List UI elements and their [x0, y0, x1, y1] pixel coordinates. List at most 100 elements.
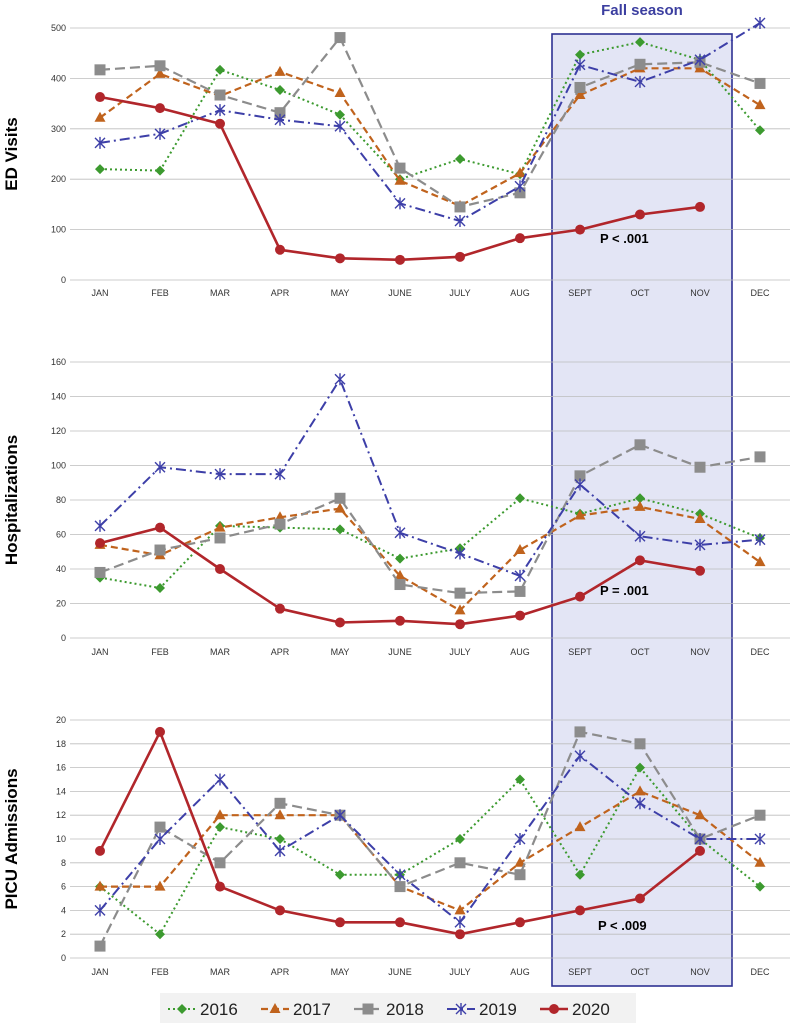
- data-point-2018-apr: [274, 518, 286, 530]
- data-point-2018-dec: [754, 77, 766, 89]
- data-point-2020-oct: [635, 893, 645, 904]
- data-point-2016-feb: [155, 582, 165, 593]
- data-point-2016-oct: [635, 762, 645, 773]
- x-tick-label: AUG: [510, 288, 530, 298]
- x-tick-label: NOV: [690, 967, 710, 977]
- data-point-2019-feb: [154, 127, 166, 140]
- series-2018: [94, 439, 766, 599]
- data-point-2018-mar: [214, 532, 226, 544]
- data-point-2017-aug: [514, 544, 526, 555]
- data-point-2017-july: [454, 604, 466, 615]
- data-point-2017-apr: [274, 809, 286, 820]
- x-tick-label: FEB: [151, 967, 169, 977]
- x-tick-label: JAN: [91, 647, 108, 657]
- data-point-2016-july: [455, 154, 465, 165]
- data-point-2020-oct: [635, 209, 645, 220]
- legend: 2016 2017 2018 2019 2020: [160, 993, 636, 1023]
- data-point-2018-july: [454, 201, 466, 213]
- panel-picu-admissions: 0 2 4 6 8 10 12 14 16 18 20 JAN FEB MAR APR MAY JUNE JULY…: [2, 715, 790, 977]
- data-point-2019-aug: [514, 833, 526, 845]
- panel-ed-visits: 0 100 200 300 400 500 JAN FEB MAR APR MAY JUNE JULY A…: [2, 16, 790, 298]
- x-tick-label: DEC: [750, 288, 770, 298]
- legend-label: 2020: [572, 1000, 610, 1019]
- data-point-2018-sept: [574, 726, 586, 738]
- data-point-2017-sept: [574, 89, 586, 100]
- x-tick-label: APR: [271, 647, 290, 657]
- data-point-2016-may: [335, 524, 345, 535]
- data-point-2019-sept: [574, 478, 586, 491]
- data-point-2020-july: [455, 619, 465, 630]
- data-point-2017-mar: [214, 809, 226, 820]
- data-point-2018-aug: [514, 187, 526, 199]
- series-line-2019: [99, 754, 760, 924]
- x-tick-label: NOV: [690, 288, 710, 298]
- data-point-2020-july: [455, 929, 465, 940]
- data-point-2020-nov: [695, 565, 705, 576]
- x-tick-label: APR: [271, 288, 290, 298]
- data-point-2019-mar: [214, 104, 226, 117]
- data-point-2019-aug: [514, 569, 526, 582]
- data-point-2018-dec: [754, 451, 766, 463]
- data-point-2018-oct: [634, 58, 646, 70]
- y-tick-label: 2: [61, 929, 66, 939]
- p-value-annotation: P < .009: [598, 918, 647, 933]
- data-point-2019-mar: [214, 468, 226, 481]
- data-point-2019-july: [454, 916, 466, 929]
- data-point-2018-nov: [694, 461, 706, 473]
- data-point-2020-aug: [515, 610, 525, 621]
- data-point-2017-june: [394, 569, 406, 580]
- y-tick-label: 0: [61, 953, 66, 963]
- series-2020: [95, 92, 705, 265]
- y-tick-label: 140: [51, 392, 66, 402]
- y-tick-label: 10: [56, 834, 66, 844]
- y-tick-label: 4: [61, 905, 66, 915]
- data-point-2016-sept: [575, 49, 585, 60]
- data-point-2019-feb: [154, 833, 166, 845]
- data-point-2017-may: [334, 87, 346, 98]
- data-point-2018-july: [454, 587, 466, 599]
- data-point-2018-apr: [274, 797, 286, 809]
- data-point-2017-mar: [214, 521, 226, 532]
- data-point-2018-feb: [154, 821, 166, 833]
- data-point-2018-feb: [154, 60, 166, 72]
- data-point-2017-nov: [694, 512, 706, 523]
- x-tick-label: JULY: [449, 288, 470, 298]
- data-point-2018-aug: [514, 869, 526, 881]
- x-tick-label: MAR: [210, 967, 231, 977]
- x-tick-label: JAN: [91, 288, 108, 298]
- data-point-2016-mar: [215, 822, 225, 833]
- data-point-2020-june: [395, 917, 405, 928]
- x-tick-label: OCT: [631, 967, 651, 977]
- x-tick-label: OCT: [631, 288, 651, 298]
- data-point-2016-apr: [275, 834, 285, 844]
- data-point-2016-mar: [215, 64, 225, 75]
- data-point-2020-may: [335, 253, 345, 264]
- data-point-2017-dec: [754, 556, 766, 567]
- x-tick-label: OCT: [631, 647, 651, 657]
- data-point-2016-aug: [515, 774, 525, 785]
- data-point-2019-apr: [274, 113, 286, 126]
- data-point-2020-feb: [155, 103, 165, 114]
- data-point-2020-apr: [275, 603, 285, 614]
- data-point-2019-may: [334, 373, 346, 386]
- data-point-2020-jan: [95, 92, 105, 103]
- series-line-2017: [99, 67, 761, 207]
- data-point-2017-aug: [514, 856, 526, 867]
- data-point-2020-apr: [275, 244, 285, 255]
- data-point-2020-may: [335, 617, 345, 628]
- y-tick-label: 18: [56, 739, 66, 749]
- data-point-2018-aug: [514, 585, 526, 597]
- x-tick-label: APR: [271, 967, 290, 977]
- data-point-2017-dec: [754, 856, 766, 867]
- data-point-2020-sept: [575, 905, 585, 916]
- data-point-2019-may: [334, 120, 346, 133]
- legend-item-2020: 2020: [540, 1000, 610, 1019]
- data-point-2019-dec: [754, 533, 766, 546]
- data-point-2018-sept: [574, 470, 586, 482]
- y-tick-label: 8: [61, 858, 66, 868]
- x-tick-label: AUG: [510, 647, 530, 657]
- x-tick-label: MAY: [331, 288, 350, 298]
- data-point-2016-dec: [755, 881, 765, 892]
- series-line-2017: [99, 505, 761, 612]
- x-tick-label: DEC: [750, 647, 770, 657]
